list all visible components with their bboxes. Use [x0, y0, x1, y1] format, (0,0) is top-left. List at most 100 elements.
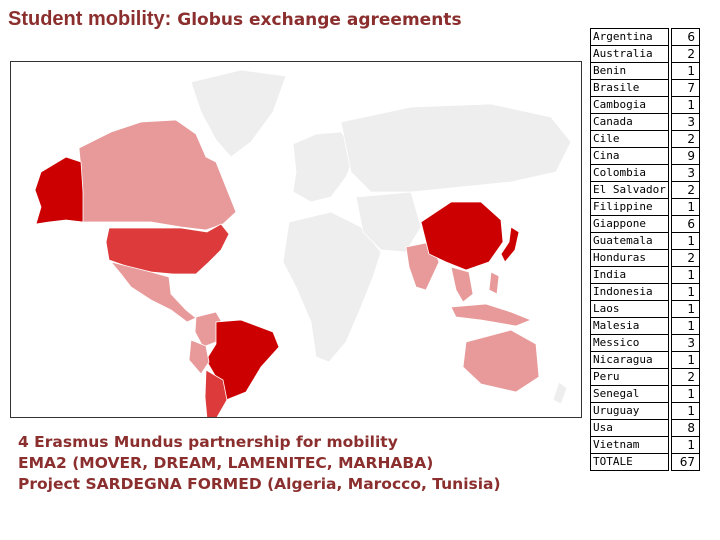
- agreement-count: 1: [671, 62, 700, 80]
- country-name: Brasile: [590, 79, 669, 97]
- agreement-count: 6: [671, 215, 700, 233]
- caption-line-2: EMA2 (MOVER, DREAM, LAMENITEC, MARHABA): [18, 454, 434, 472]
- table-row: Cambogia 1: [590, 96, 700, 114]
- agreement-count: 3: [671, 334, 700, 352]
- table-row: Colombia 3: [590, 164, 700, 182]
- philippines-shape: [488, 271, 500, 295]
- agreement-count: 1: [671, 351, 700, 369]
- table-row: El Salvador 2: [590, 181, 700, 199]
- country-name: Australia: [590, 45, 669, 63]
- table-row: Vietnam 1: [590, 436, 700, 454]
- agreement-count: 2: [671, 368, 700, 386]
- agreement-count: 3: [671, 164, 700, 182]
- country-name: Vietnam: [590, 436, 669, 454]
- country-name: El Salvador: [590, 181, 669, 199]
- table-row: Senegal 1: [590, 385, 700, 403]
- caption-line-1: 4 Erasmus Mundus partnership for mobilit…: [18, 433, 398, 451]
- table-row: Peru 2: [590, 368, 700, 386]
- country-name: Messico: [590, 334, 669, 352]
- map-land: [34, 69, 572, 417]
- slide-title: Student mobility: Globus exchange agreem…: [8, 8, 462, 31]
- table-row: Giappone 6: [590, 215, 700, 233]
- country-name: Guatemala: [590, 232, 669, 250]
- japan-shape: [500, 226, 520, 263]
- agreement-count: 1: [671, 266, 700, 284]
- table-row: Laos 1: [590, 300, 700, 318]
- country-name: Giappone: [590, 215, 669, 233]
- country-name: Filippine: [590, 198, 669, 216]
- table-row: TOTALE 67: [590, 453, 700, 471]
- table-row: Canada 3: [590, 113, 700, 131]
- country-name: Indonesia: [590, 283, 669, 301]
- indonesia-shape: [450, 303, 533, 327]
- southeast-asia-shape: [450, 266, 474, 303]
- country-table-body: Argentina 6 Australia 2 Benin 1 Brasile 7 Cambog…: [590, 28, 700, 471]
- alaska-shape: [34, 156, 84, 225]
- greenland-shape: [190, 69, 287, 158]
- table-row: Messico 3: [590, 334, 700, 352]
- africa-shape: [282, 211, 382, 363]
- caption-block: 4 Erasmus Mundus partnership for mobilit…: [18, 432, 501, 495]
- table-row: Filippine 1: [590, 198, 700, 216]
- country-name: Benin: [590, 62, 669, 80]
- country-table: Argentina 6 Australia 2 Benin 1 Brasile 7 Cambog…: [590, 28, 700, 471]
- agreement-count: 1: [671, 436, 700, 454]
- country-name: Cambogia: [590, 96, 669, 114]
- table-row: Uruguay 1: [590, 402, 700, 420]
- agreement-count: 8: [671, 419, 700, 437]
- table-row: Australia 2: [590, 45, 700, 63]
- agreement-count: 1: [671, 385, 700, 403]
- table-row: Brasile 7: [590, 79, 700, 97]
- agreement-count: 1: [671, 402, 700, 420]
- agreement-count: 2: [671, 130, 700, 148]
- table-row: Malesia 1: [590, 317, 700, 335]
- country-name: Peru: [590, 368, 669, 386]
- country-name: Honduras: [590, 249, 669, 267]
- agreement-count: 1: [671, 96, 700, 114]
- table-row: Usa 8: [590, 419, 700, 437]
- country-name: TOTALE: [590, 453, 669, 471]
- country-name: India: [590, 266, 669, 284]
- table-row: Nicaragua 1: [590, 351, 700, 369]
- country-name: Cile: [590, 130, 669, 148]
- australia-shape: [462, 329, 540, 393]
- new-zealand-shape: [552, 381, 568, 405]
- caption-line-3: Project SARDEGNA FORMED (Algeria, Marocc…: [18, 475, 501, 493]
- table-row: Cile 2: [590, 130, 700, 148]
- agreement-count: 1: [671, 232, 700, 250]
- country-name: Colombia: [590, 164, 669, 182]
- world-map-svg: [34, 69, 572, 417]
- agreement-count: 2: [671, 249, 700, 267]
- mexico-shape: [109, 261, 197, 323]
- title-main: Student mobility:: [8, 8, 172, 30]
- argentina-shape: [204, 369, 228, 417]
- world-map: [10, 61, 582, 418]
- table-row: Indonesia 1: [590, 283, 700, 301]
- agreement-count: 1: [671, 283, 700, 301]
- agreement-count: 1: [671, 317, 700, 335]
- russia-shape: [340, 103, 572, 193]
- china-shape: [420, 201, 504, 271]
- usa-shape: [105, 223, 230, 275]
- agreement-count: 3: [671, 113, 700, 131]
- country-name: Senegal: [590, 385, 669, 403]
- agreement-count: 67: [671, 453, 700, 471]
- agreement-count: 1: [671, 300, 700, 318]
- country-name: Usa: [590, 419, 669, 437]
- country-name: Laos: [590, 300, 669, 318]
- table-row: Cina 9: [590, 147, 700, 165]
- country-name: Argentina: [590, 28, 669, 46]
- table-row: Benin 1: [590, 62, 700, 80]
- country-name: Uruguay: [590, 402, 669, 420]
- europe-shape: [292, 131, 357, 203]
- central-asia-shape: [355, 191, 422, 253]
- country-name: Canada: [590, 113, 669, 131]
- peru-shape: [188, 339, 210, 375]
- agreement-count: 1: [671, 198, 700, 216]
- country-name: Nicaragua: [590, 351, 669, 369]
- agreement-count: 2: [671, 181, 700, 199]
- brazil-shape: [205, 319, 280, 401]
- table-row: India 1: [590, 266, 700, 284]
- title-sub: Globus exchange agreements: [171, 10, 462, 30]
- country-name: Cina: [590, 147, 669, 165]
